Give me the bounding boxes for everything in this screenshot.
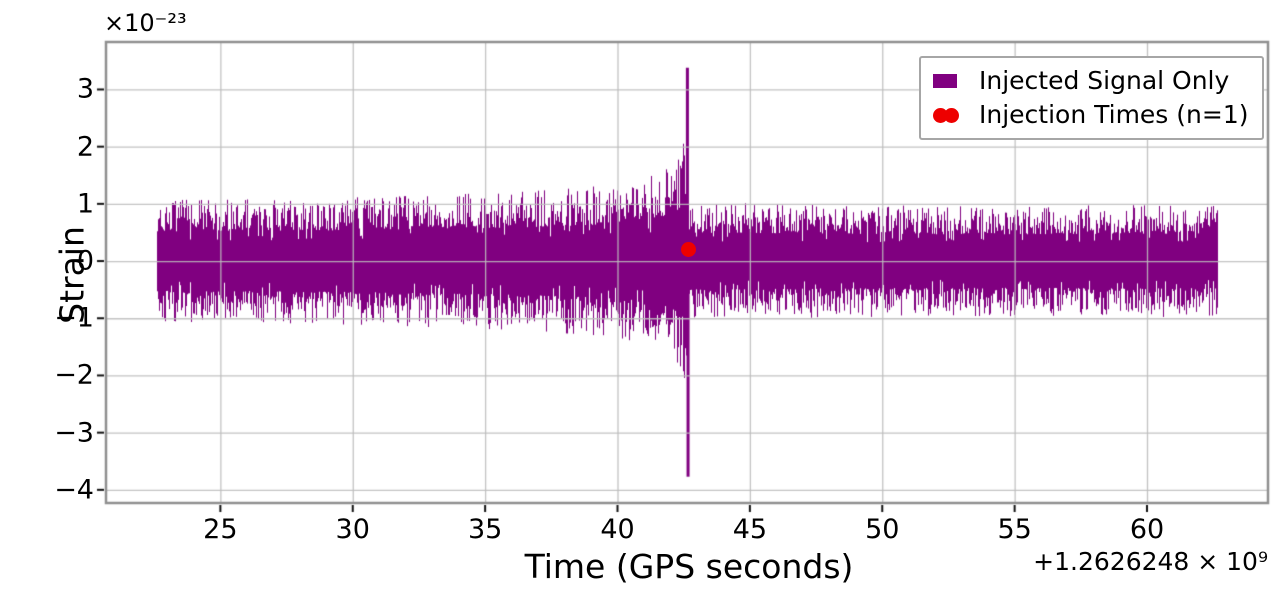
legend-marker-col [933, 107, 979, 123]
x-tick-label: 55 [997, 514, 1032, 545]
x-tick-label: 30 [335, 514, 370, 545]
x-tick-label: 40 [600, 514, 635, 545]
x-tick-label: 60 [1129, 514, 1165, 545]
y-tick-label: −2 [54, 359, 94, 391]
y-tick-label: 3 [76, 73, 94, 105]
y-tick-label: 0 [76, 245, 94, 277]
legend-marker-col [933, 74, 979, 88]
x-axis-offset-label: +1.2626248 × 10⁹ [1033, 547, 1268, 576]
x-tick-label: 50 [865, 514, 900, 545]
y-tick-label: 2 [76, 131, 94, 163]
legend: Injected Signal Only Injection Times (n=… [919, 56, 1265, 140]
y-tick-label: −3 [54, 417, 94, 449]
legend-entry-injection-times: Injection Times (n=1) [933, 100, 1248, 130]
x-tick-label: 45 [732, 514, 768, 545]
red-dot-icon [944, 107, 959, 123]
y-tick-label: 1 [76, 188, 94, 220]
injection-time-marker [680, 242, 696, 258]
x-axis-title: Time (GPS seconds) [524, 547, 854, 586]
legend-label-signal: Injected Signal Only [979, 66, 1230, 95]
signal-swatch-icon [933, 74, 957, 88]
y-axis-scale-label: ×10⁻²³ [104, 9, 187, 37]
legend-entry-signal: Injected Signal Only [933, 66, 1248, 96]
x-tick-label: 25 [203, 514, 238, 545]
legend-label-injection-times: Injection Times (n=1) [979, 100, 1249, 129]
x-tick-label: 35 [467, 514, 503, 545]
y-tick-label: −1 [54, 302, 94, 334]
y-tick-label: −4 [54, 474, 94, 506]
injection-dots-icon [933, 107, 959, 123]
